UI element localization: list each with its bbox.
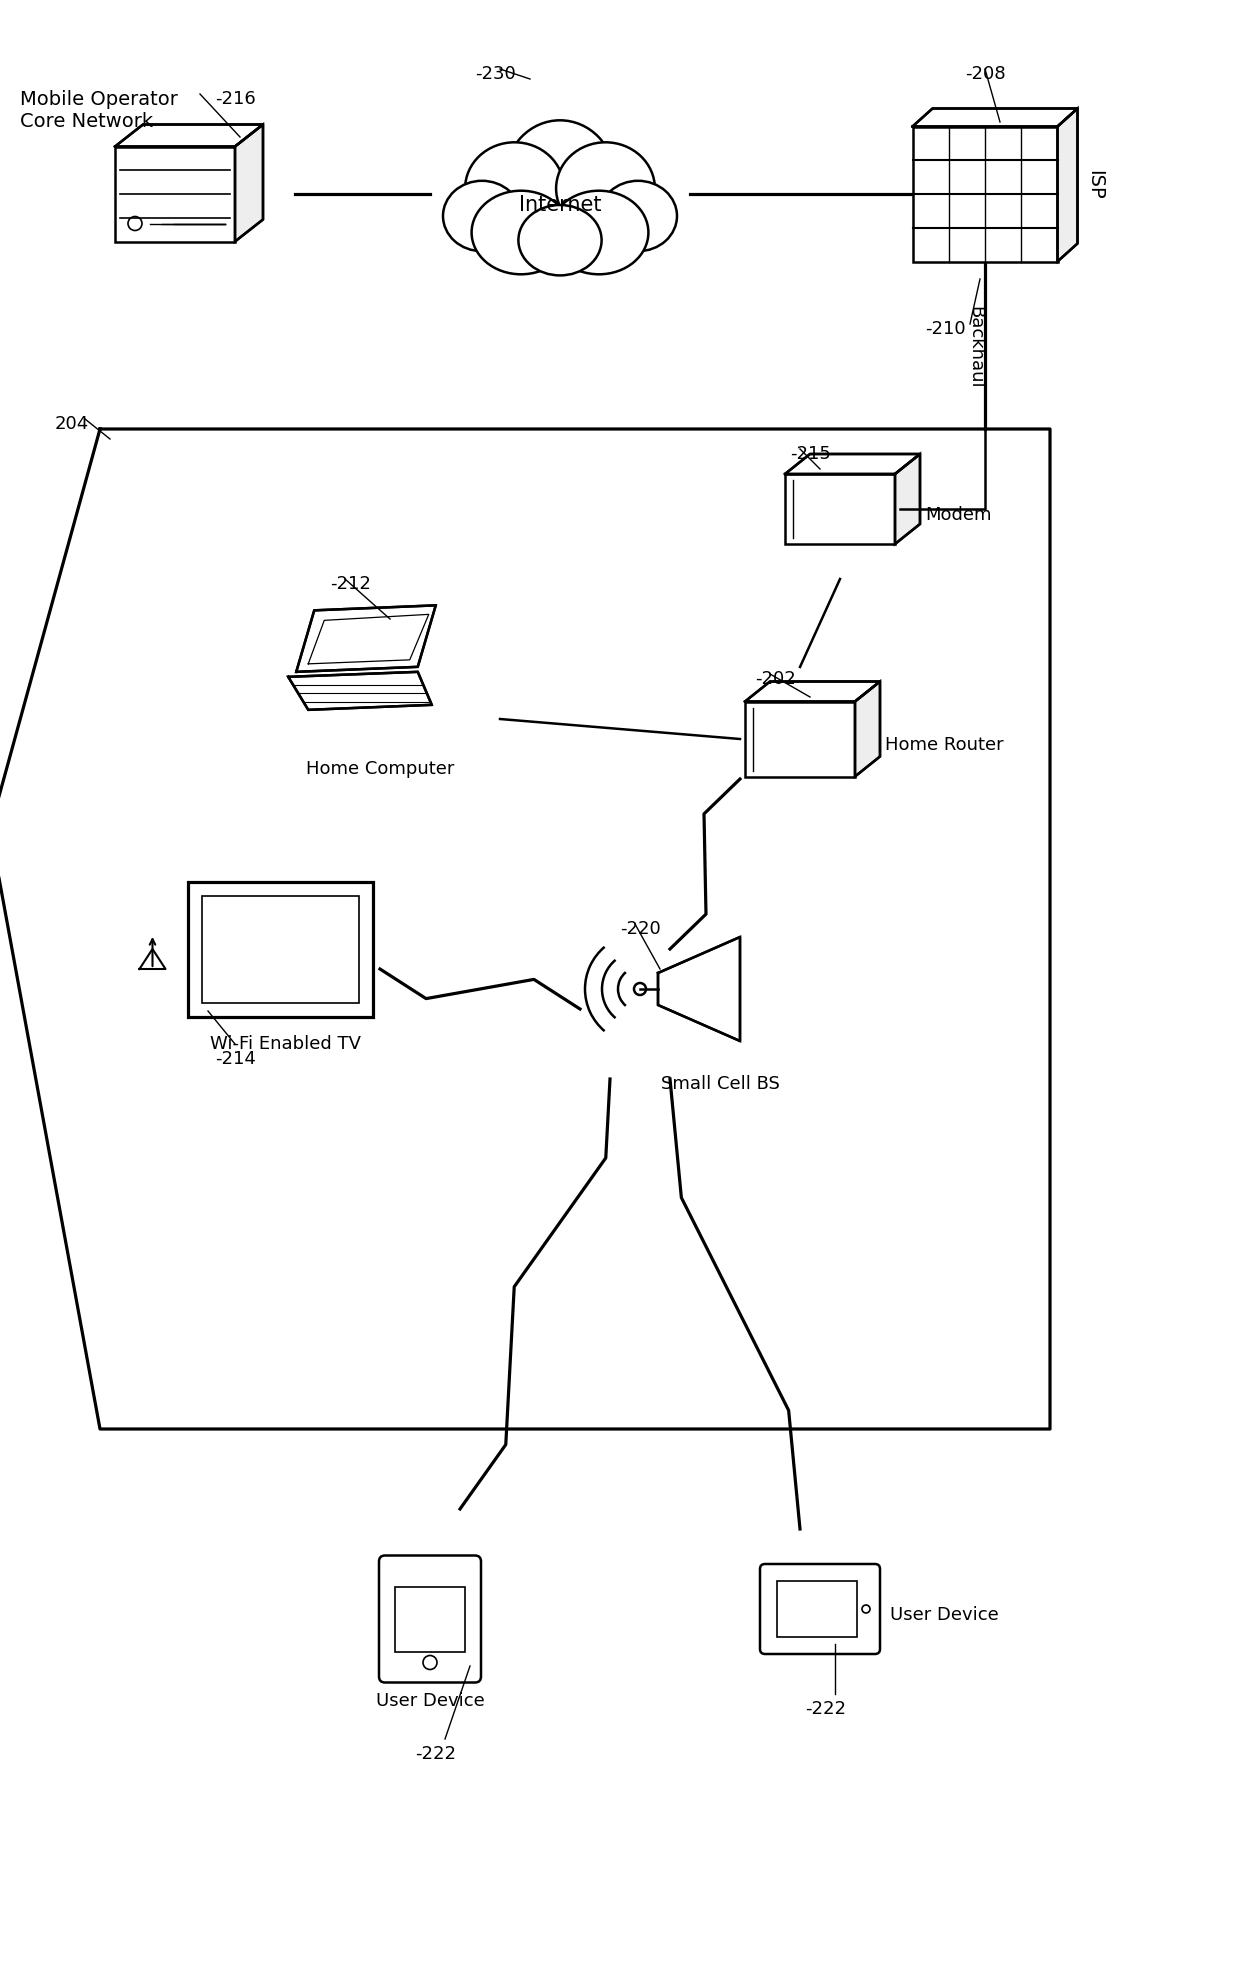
Text: Modem: Modem <box>925 505 992 523</box>
Polygon shape <box>1058 109 1078 262</box>
Ellipse shape <box>471 192 570 275</box>
FancyBboxPatch shape <box>379 1556 481 1683</box>
Polygon shape <box>296 606 435 672</box>
Text: -222: -222 <box>415 1744 456 1762</box>
Text: Internet: Internet <box>518 194 601 214</box>
Bar <box>187 882 372 1017</box>
Bar <box>745 702 856 777</box>
Text: Small Cell BS: Small Cell BS <box>661 1074 780 1092</box>
Text: -214: -214 <box>215 1050 255 1068</box>
Polygon shape <box>785 454 920 476</box>
Polygon shape <box>913 109 1078 127</box>
Ellipse shape <box>549 192 649 275</box>
Polygon shape <box>288 672 432 710</box>
Polygon shape <box>895 454 920 545</box>
Text: -215: -215 <box>790 444 831 462</box>
Text: 204: 204 <box>55 414 89 432</box>
Bar <box>777 1582 857 1637</box>
Bar <box>785 476 895 545</box>
Polygon shape <box>856 682 880 777</box>
Text: -220: -220 <box>620 920 661 937</box>
Circle shape <box>634 983 646 995</box>
Polygon shape <box>658 937 740 1041</box>
Polygon shape <box>745 682 880 702</box>
Text: -208: -208 <box>965 65 1006 83</box>
Polygon shape <box>236 125 263 242</box>
Ellipse shape <box>599 182 677 252</box>
Text: Home Computer: Home Computer <box>306 759 454 777</box>
Text: -216: -216 <box>215 89 255 107</box>
Text: -212: -212 <box>330 575 371 593</box>
Ellipse shape <box>465 143 564 236</box>
Bar <box>396 1588 465 1651</box>
Text: -210: -210 <box>925 319 966 337</box>
Polygon shape <box>115 125 263 147</box>
Bar <box>202 896 358 1003</box>
Bar <box>913 127 1058 262</box>
Ellipse shape <box>518 206 601 275</box>
Text: Backhaul: Backhaul <box>966 305 985 388</box>
Text: -202: -202 <box>755 670 796 688</box>
Text: User Device: User Device <box>376 1691 485 1708</box>
Ellipse shape <box>506 121 615 236</box>
Ellipse shape <box>556 143 655 236</box>
Text: User Device: User Device <box>890 1605 998 1623</box>
Text: Mobile Operator
Core Network: Mobile Operator Core Network <box>20 89 177 131</box>
Text: -222: -222 <box>805 1699 846 1716</box>
FancyBboxPatch shape <box>760 1564 880 1655</box>
Text: Home Router: Home Router <box>885 735 1003 753</box>
Ellipse shape <box>443 182 521 252</box>
Text: ISP: ISP <box>1085 170 1104 200</box>
Text: Wi-Fi Enabled TV: Wi-Fi Enabled TV <box>210 1035 361 1052</box>
Text: -230: -230 <box>475 65 516 83</box>
Bar <box>115 147 236 242</box>
